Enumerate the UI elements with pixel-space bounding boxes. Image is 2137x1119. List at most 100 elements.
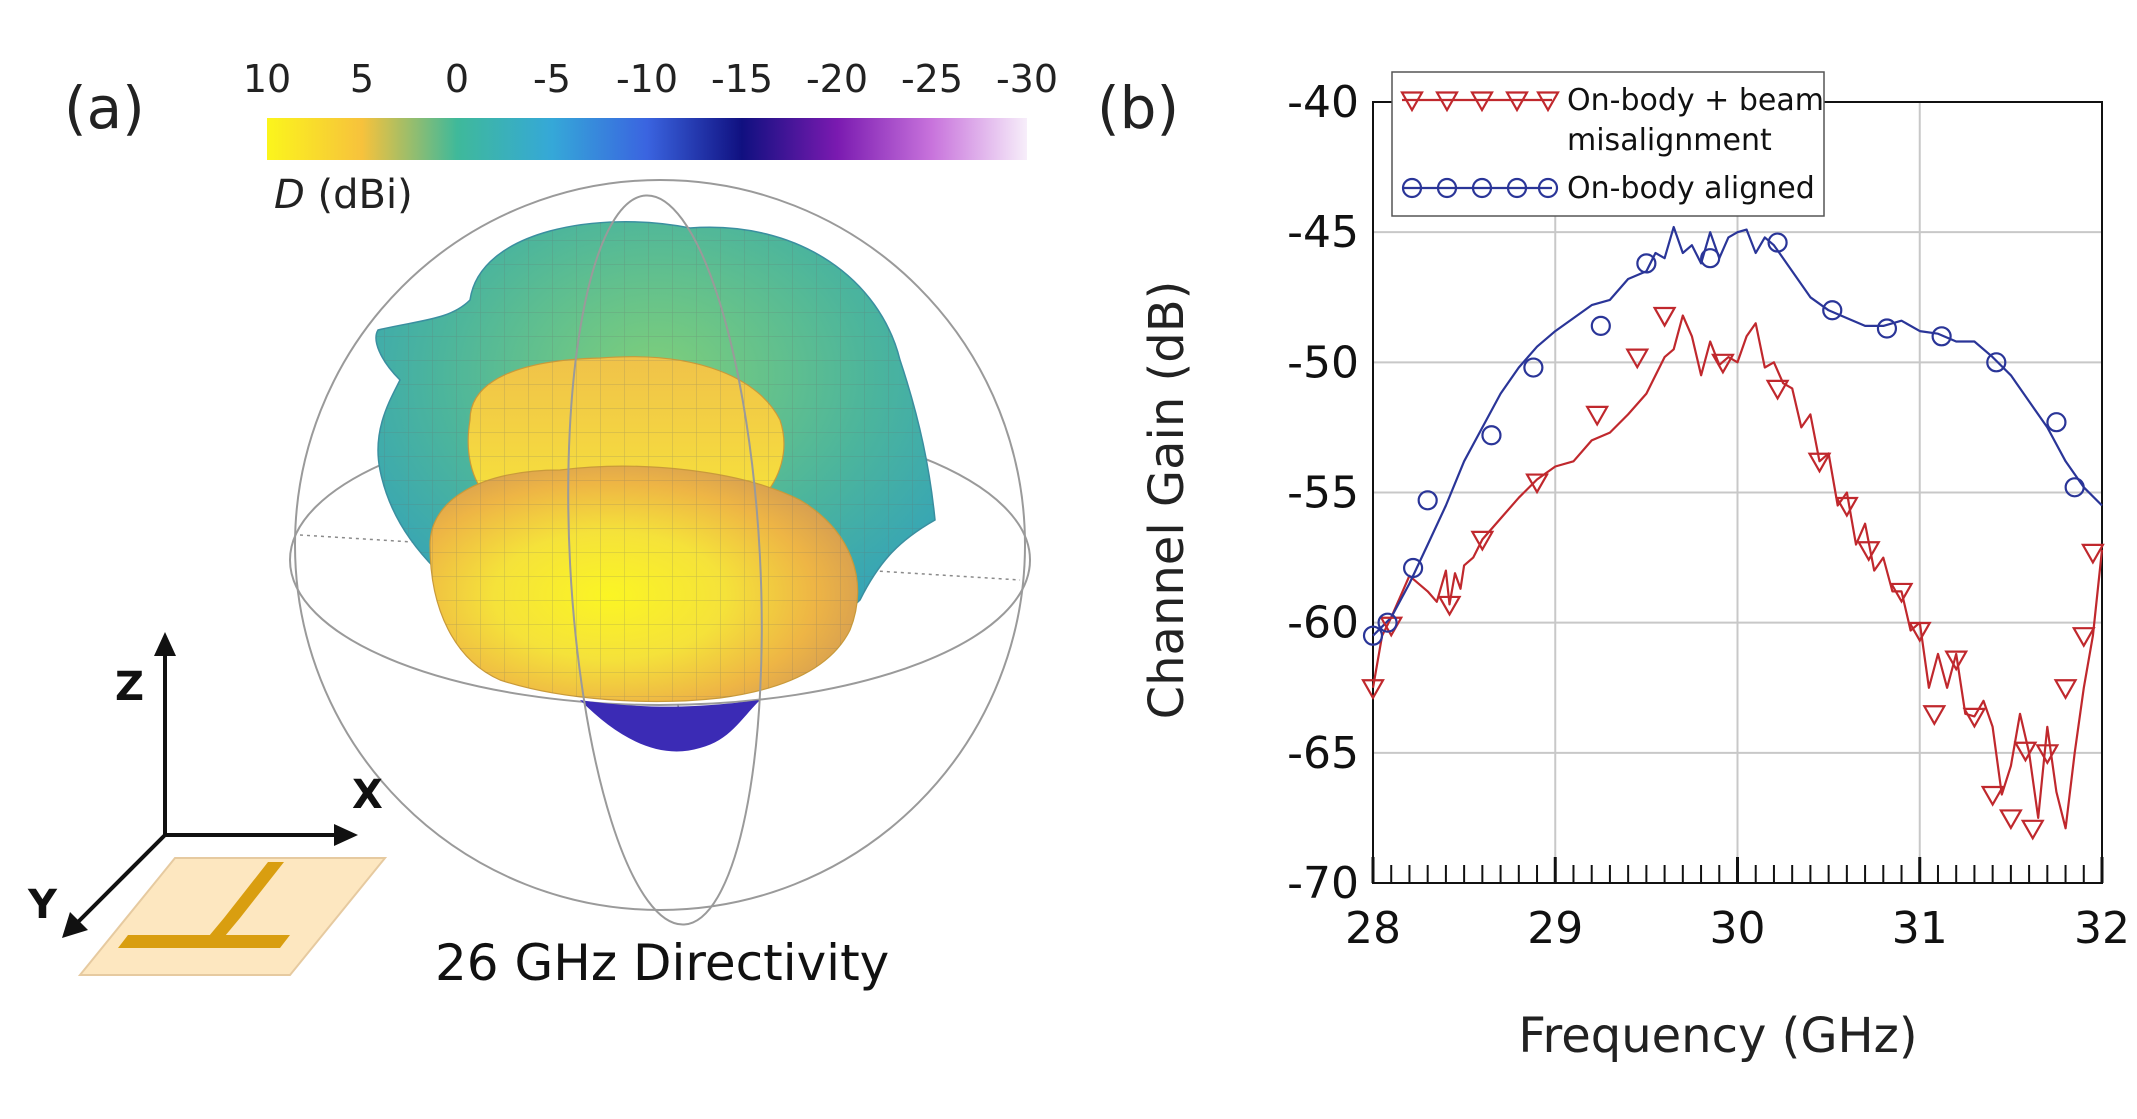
data-point-aligned	[1377, 612, 1398, 633]
colorbar-tick-label: -5	[533, 57, 571, 101]
series-markers	[1361, 232, 2105, 841]
data-point-misaligned	[2080, 543, 2105, 565]
legend-marker	[1435, 91, 1459, 113]
data-point-misaligned	[1998, 809, 2023, 831]
data-point-misaligned	[1922, 705, 1947, 727]
data-point-misaligned	[1470, 530, 1495, 552]
data-point-aligned	[1362, 625, 1384, 646]
data-point-misaligned	[2053, 679, 2078, 700]
legend-box	[1391, 71, 1825, 217]
y-tick-label: -50	[1287, 337, 1359, 388]
y-tick-label: -55	[1287, 468, 1359, 519]
colorbar-tick-label: 10	[243, 57, 291, 101]
data-point-misaligned	[1889, 582, 1914, 604]
data-point-misaligned	[1525, 473, 1549, 495]
colorbar-gradient	[267, 118, 1027, 160]
data-point-misaligned	[2035, 744, 2060, 766]
y-tick-label: -65	[1287, 728, 1359, 779]
radiation-pattern-3d	[289, 179, 1031, 926]
channel-gain-plot: -40 -45 -50 -55 -60 -65 -70 28 29 30 31 32 Channel…	[1139, 71, 2130, 1064]
y-tick-label: -70	[1287, 858, 1359, 909]
colorbar-tick-label: -30	[996, 57, 1058, 101]
coordinate-axes	[62, 632, 358, 938]
y-axis-arrow	[62, 912, 88, 938]
colorbar-label: D (dBi)	[274, 172, 413, 218]
data-point-misaligned	[1711, 353, 1735, 375]
x-tick-label: 29	[1527, 903, 1583, 954]
data-point-aligned	[1417, 490, 1438, 511]
panel-a-caption: 26 GHz Directivity	[435, 934, 889, 992]
data-point-misaligned	[1856, 541, 1881, 562]
data-point-misaligned	[1437, 595, 1462, 617]
legend-marker	[1400, 91, 1424, 113]
panel-a-label: (a)	[64, 74, 145, 142]
data-point-aligned	[2064, 477, 2085, 498]
main-lobe-mesh	[430, 466, 858, 702]
data-point-aligned	[1822, 300, 1843, 321]
plot-grid	[1372, 101, 2103, 884]
colorbar: 10 5 0 -5 -10 -15 -20 -25 -30 D (dBi)	[243, 57, 1058, 218]
z-axis-label: Z	[115, 664, 144, 710]
antenna-arm	[118, 935, 290, 948]
x-tick-label: 28	[1345, 903, 1401, 954]
minor-ticks	[1371, 857, 2104, 883]
x-tick-label: 31	[1892, 903, 1948, 954]
data-point-aligned	[1767, 232, 1788, 253]
x-tick-label: 32	[2074, 903, 2130, 954]
data-point-misaligned	[1361, 679, 1385, 700]
data-point-aligned	[1402, 557, 1424, 579]
data-point-misaligned	[1834, 496, 1859, 518]
x-tick-labels: 28 29 30 31 32	[1345, 903, 2130, 954]
y-axis-line	[73, 833, 167, 927]
colorbar-tick-label: -20	[806, 57, 868, 101]
antenna-feed	[224, 862, 284, 918]
data-point-aligned	[1986, 352, 2007, 373]
data-point-aligned	[1876, 318, 1898, 339]
legend-label: misalignment	[1567, 123, 1772, 158]
z-axis-arrow	[154, 632, 176, 656]
legend-label: On-body aligned	[1567, 171, 1815, 206]
legend-marker	[1536, 91, 1560, 113]
data-point-misaligned	[1765, 379, 1790, 401]
legend-marker	[1506, 177, 1528, 199]
antenna-sketch	[77, 857, 388, 976]
legend-marker	[1505, 91, 1529, 113]
legend-marker	[1436, 177, 1458, 199]
y-axis-title: Channel Gain (dB)	[1139, 281, 1195, 720]
colorbar-tick-label: -25	[901, 57, 963, 101]
legend-marker	[1401, 177, 1423, 199]
data-point-misaligned	[2020, 819, 2045, 841]
underside-lobe	[580, 700, 760, 752]
data-point-misaligned	[1585, 405, 1610, 427]
data-point-aligned	[1481, 425, 1502, 446]
colorbar-tick-label: 5	[350, 57, 374, 101]
wire-meridian	[567, 194, 763, 926]
y-tick-label: -45	[1287, 207, 1359, 258]
data-point-aligned	[2046, 412, 2067, 433]
panel-b-label: (b)	[1097, 74, 1179, 142]
x-axis-label: X	[352, 772, 383, 818]
data-point-aligned	[1590, 315, 1611, 336]
wire-sphere	[294, 179, 1026, 911]
data-point-misaligned	[1944, 650, 1969, 672]
x-axis-title: Frequency (GHz)	[1518, 1008, 1917, 1064]
y-tick-label: -40	[1287, 77, 1359, 128]
data-point-misaligned	[1962, 707, 1987, 729]
legend-marker	[1537, 177, 1559, 199]
legend-label: On-body + beam	[1567, 83, 1824, 118]
data-point-aligned	[1700, 248, 1721, 269]
data-point-misaligned	[1907, 621, 1932, 643]
data-point-misaligned	[1625, 348, 1650, 370]
series-line-aligned	[1372, 225, 2103, 637]
antenna-stub	[199, 918, 240, 948]
panel-a-directivity: (a) 10 5 0 -5 -10 -15 -20 -25 -30 D (dBi)	[27, 57, 1058, 992]
legend-entries: On-body + beam misalignment On-body aligne…	[1400, 83, 1824, 206]
data-point-misaligned	[1980, 785, 2005, 807]
data-point-aligned	[1636, 253, 1657, 274]
data-point-misaligned	[1652, 306, 1677, 328]
y-axis-label: Y	[27, 882, 58, 928]
data-point-misaligned	[2071, 627, 2096, 648]
legend: On-body + beam misalignment On-body aligne…	[1391, 71, 1825, 217]
panel-b-channel-gain: (b) -40 -45 -50 -55 -60 -65 -70 28 29 30 31 32 Cha…	[1097, 71, 2130, 1064]
